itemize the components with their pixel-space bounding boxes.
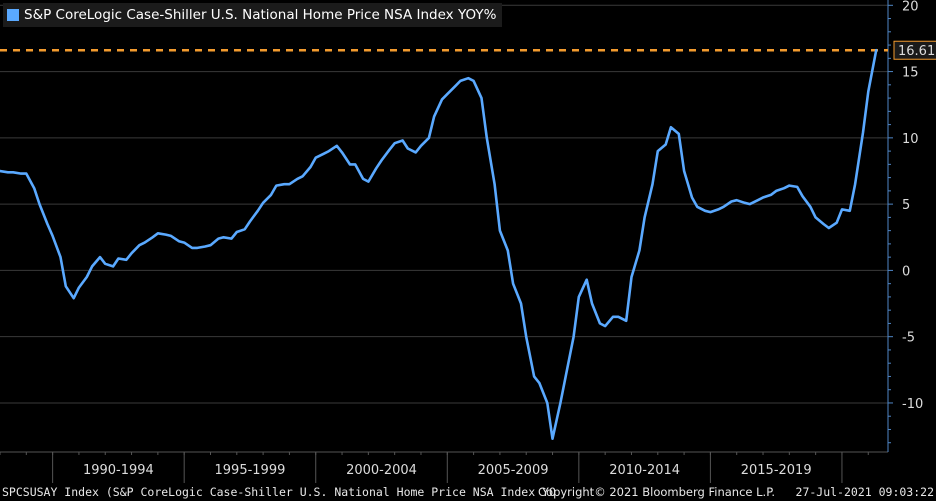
y-tick-label: 20 xyxy=(902,0,919,14)
x-tick-label: 2000-2004 xyxy=(346,463,417,478)
legend-swatch xyxy=(7,9,19,21)
series-group xyxy=(0,48,878,441)
footer-bar: SPCSUSAY Index (S&P CoreLogic Case-Shill… xyxy=(0,483,936,501)
annotation-box xyxy=(893,40,936,60)
x-axis: 1990-1994 1995-1999 2000-2004 2005-2009 2010… xyxy=(0,451,888,478)
y-tick-label: 15 xyxy=(902,66,919,81)
x-tick-label: 2010-2014 xyxy=(609,463,680,478)
series-line xyxy=(0,48,878,441)
x-tick-label: 2005-2009 xyxy=(478,463,549,478)
footer-copyright: Copyright© 2021 Bloomberg Finance L.P. xyxy=(538,485,775,499)
y-axis: 20 15 10 5 0 -5 -10 xyxy=(887,0,923,452)
legend: S&P CoreLogic Case-Shiller U.S. National… xyxy=(3,3,503,27)
annotation-line-group: 16.61 xyxy=(0,40,936,60)
legend-label: S&P CoreLogic Case-Shiller U.S. National… xyxy=(24,7,497,23)
gridlines xyxy=(0,4,888,404)
x-tick-label: 1990-1994 xyxy=(83,463,154,478)
y-tick-label: -5 xyxy=(902,331,915,346)
x-axis-separators xyxy=(52,452,843,483)
footer-timestamp: 27-Jul-2021 09:03:22 xyxy=(795,485,934,499)
x-tick-label: 1995-1999 xyxy=(215,463,286,478)
y-tick-label: 5 xyxy=(902,198,910,213)
x-tick-label: 2015-2019 xyxy=(741,463,812,478)
annotation-label: 16.61 xyxy=(898,44,935,59)
footer-ticker: SPCSUSAY Index (S&P CoreLogic Case-Shill… xyxy=(2,485,556,499)
y-tick-label: -10 xyxy=(902,397,923,412)
y-tick-label: 0 xyxy=(902,264,910,279)
chart: 1990-1994 1995-1999 2000-2004 2005-2009 2010… xyxy=(0,0,936,483)
y-tick-label: 10 xyxy=(902,132,919,147)
